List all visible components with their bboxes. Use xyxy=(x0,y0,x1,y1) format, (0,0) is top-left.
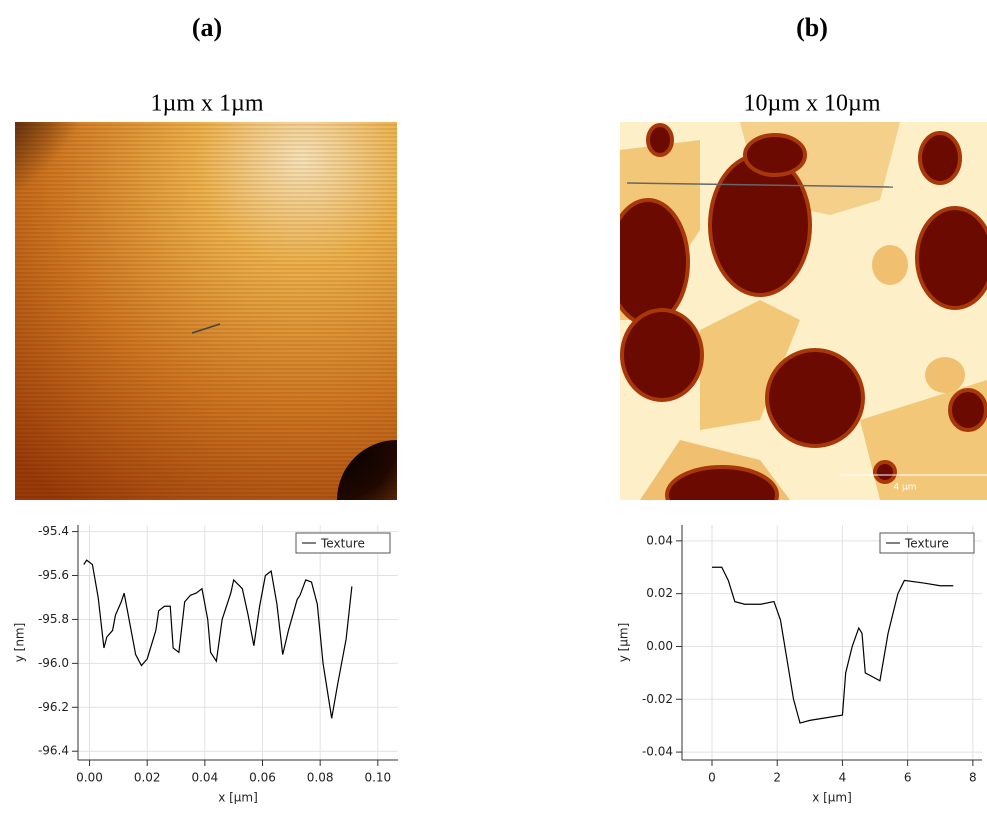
scale-bar-label: 4 µm xyxy=(893,483,916,493)
y-tick-label: -0.04 xyxy=(642,745,673,759)
y-tick-label: -95.4 xyxy=(38,524,69,538)
data-line xyxy=(712,566,954,724)
x-axis-label: x [µm] xyxy=(218,791,258,805)
x-tick-label: 0.04 xyxy=(191,771,218,785)
afm-image xyxy=(15,122,397,500)
y-tick-label: -96.4 xyxy=(38,744,69,758)
y-tick-label: -95.6 xyxy=(38,568,69,582)
x-tick-label: 0 xyxy=(708,771,716,785)
image-title: 10µm x 10µm xyxy=(744,91,881,117)
x-tick-label: 0.10 xyxy=(364,771,391,785)
data-line xyxy=(83,559,353,719)
x-tick-label: 0.06 xyxy=(249,771,276,785)
x-tick-label: 0.02 xyxy=(134,771,161,785)
legend-label: Texture xyxy=(904,537,949,551)
image-title: 1µm x 1µm xyxy=(151,91,264,117)
x-tick-label: 8 xyxy=(969,771,977,785)
y-tick-label: -0.02 xyxy=(642,692,673,706)
panel-label: (a) xyxy=(192,13,222,42)
y-tick-label: -96.0 xyxy=(38,656,69,670)
x-axis-label: x [µm] xyxy=(812,791,852,805)
y-tick-label: -95.8 xyxy=(38,612,69,626)
plot-area xyxy=(78,525,398,760)
y-axis-label: y [µm] xyxy=(617,623,631,663)
plot-area xyxy=(682,525,982,760)
x-tick-label: 2 xyxy=(773,771,781,785)
x-tick-label: 4 xyxy=(839,771,847,785)
legend-box xyxy=(879,532,975,554)
legend-box xyxy=(295,532,391,554)
x-tick-label: 0.00 xyxy=(76,771,103,785)
legend-label: Texture xyxy=(320,537,365,551)
x-tick-label: 0.08 xyxy=(307,771,334,785)
panel-label: (b) xyxy=(796,13,828,42)
y-tick-label: 0.04 xyxy=(646,533,673,547)
y-tick-label: 0.00 xyxy=(646,639,673,653)
x-tick-label: 6 xyxy=(904,771,912,785)
afm-image xyxy=(620,122,987,500)
y-tick-label: -96.2 xyxy=(38,700,69,714)
y-tick-label: 0.02 xyxy=(646,586,673,600)
y-axis-label: y [nm] xyxy=(13,623,27,663)
